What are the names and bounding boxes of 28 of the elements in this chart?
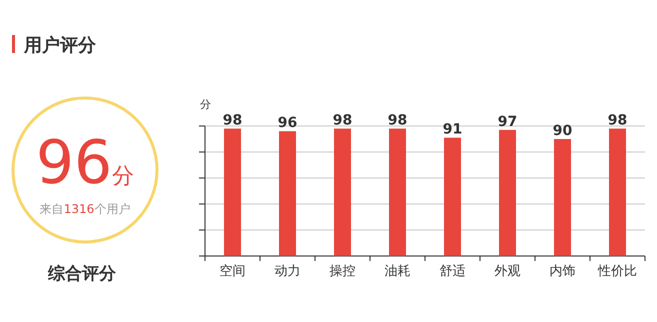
bar [609,128,626,256]
text: 综合评分 [47,264,117,284]
x-tick-label: 动力 [274,264,300,279]
x-tick-label: 性价比 [597,264,637,279]
bar [224,128,241,256]
data-label: 98 [388,112,408,129]
bar [554,139,571,256]
data-label: 98 [332,112,352,129]
x-tick-label: 空间 [220,264,246,279]
bar [279,131,296,256]
bar [499,130,516,256]
data-label: 91 [442,122,462,138]
x-tick-label: 油耗 [384,264,410,279]
text: 96分 [36,128,134,198]
x-tick-label: 外观 [494,264,520,279]
bar [444,138,461,256]
y-axis-title: 分 [200,98,211,111]
data-label: 98 [222,112,242,129]
x-tick-label: 操控 [330,264,356,279]
data-label: 97 [498,114,518,130]
data-label: 90 [552,123,572,139]
x-tick-label: 舒适 [440,264,466,279]
bar [389,128,406,256]
data-label: 96 [278,115,298,132]
data-label: 98 [608,112,628,129]
bar [334,128,351,256]
text: 用户评分 [23,35,97,56]
x-tick-label: 内饰 [550,264,576,279]
